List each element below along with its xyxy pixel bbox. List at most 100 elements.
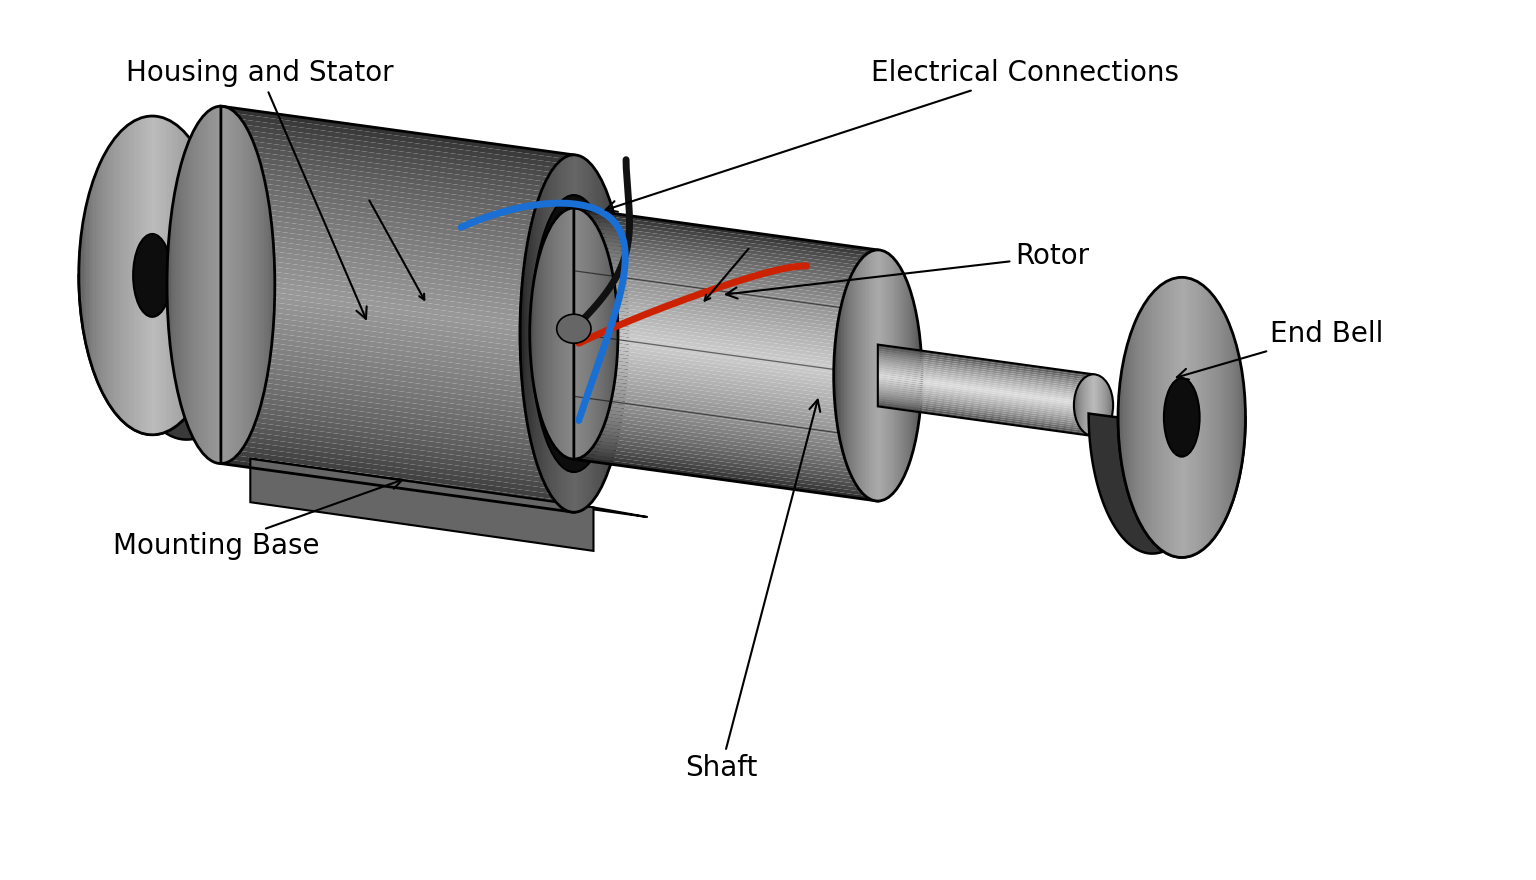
Polygon shape — [582, 158, 585, 510]
Polygon shape — [217, 106, 220, 464]
Polygon shape — [221, 444, 574, 497]
Polygon shape — [258, 160, 261, 409]
Polygon shape — [198, 122, 200, 447]
Polygon shape — [221, 193, 574, 246]
Polygon shape — [221, 142, 574, 195]
Polygon shape — [1147, 297, 1150, 538]
Polygon shape — [1218, 304, 1220, 532]
Polygon shape — [588, 162, 590, 505]
Polygon shape — [1143, 304, 1146, 532]
Polygon shape — [221, 280, 574, 334]
Polygon shape — [601, 180, 602, 487]
Polygon shape — [180, 128, 181, 422]
Polygon shape — [574, 334, 877, 379]
Polygon shape — [574, 413, 877, 458]
Polygon shape — [221, 295, 574, 348]
Polygon shape — [221, 260, 574, 313]
Polygon shape — [206, 112, 209, 458]
Polygon shape — [221, 413, 574, 466]
Ellipse shape — [556, 314, 591, 343]
Polygon shape — [221, 418, 574, 472]
Polygon shape — [206, 170, 209, 381]
Polygon shape — [252, 140, 253, 430]
Polygon shape — [221, 336, 574, 390]
Polygon shape — [877, 390, 1094, 422]
Polygon shape — [266, 191, 267, 379]
Polygon shape — [877, 396, 1094, 428]
Polygon shape — [574, 216, 877, 260]
Polygon shape — [567, 156, 568, 511]
Polygon shape — [877, 345, 1094, 377]
Polygon shape — [81, 225, 83, 326]
Polygon shape — [180, 166, 181, 403]
Polygon shape — [574, 258, 877, 304]
Polygon shape — [1209, 292, 1212, 542]
Polygon shape — [574, 262, 877, 307]
Polygon shape — [619, 239, 621, 428]
Polygon shape — [579, 156, 581, 511]
Polygon shape — [574, 208, 877, 253]
Polygon shape — [204, 114, 206, 456]
Polygon shape — [257, 154, 258, 415]
Polygon shape — [247, 132, 250, 438]
Polygon shape — [157, 116, 160, 434]
Polygon shape — [527, 239, 528, 428]
Polygon shape — [221, 116, 574, 170]
Polygon shape — [184, 133, 186, 418]
Polygon shape — [1161, 284, 1163, 550]
Polygon shape — [574, 344, 877, 390]
Polygon shape — [1186, 278, 1189, 557]
Polygon shape — [221, 234, 574, 288]
Polygon shape — [574, 449, 877, 494]
Polygon shape — [1235, 343, 1236, 491]
Polygon shape — [221, 111, 574, 165]
Polygon shape — [624, 278, 627, 389]
Polygon shape — [221, 244, 574, 297]
Polygon shape — [574, 330, 877, 376]
Polygon shape — [574, 341, 877, 386]
Polygon shape — [877, 359, 1094, 391]
Polygon shape — [223, 246, 226, 304]
Polygon shape — [574, 366, 877, 411]
Polygon shape — [120, 130, 123, 421]
Polygon shape — [170, 214, 172, 356]
Polygon shape — [1130, 330, 1134, 504]
Polygon shape — [221, 433, 574, 487]
Polygon shape — [574, 427, 877, 473]
Polygon shape — [190, 136, 192, 434]
Polygon shape — [221, 311, 574, 364]
Polygon shape — [118, 133, 120, 418]
Polygon shape — [221, 187, 574, 242]
Polygon shape — [1163, 283, 1164, 552]
Polygon shape — [1243, 392, 1246, 443]
Polygon shape — [574, 304, 877, 350]
Polygon shape — [574, 406, 877, 451]
Polygon shape — [174, 124, 177, 427]
Polygon shape — [1236, 352, 1240, 483]
Polygon shape — [607, 193, 608, 474]
Polygon shape — [221, 382, 574, 436]
Polygon shape — [877, 376, 1094, 407]
Polygon shape — [1233, 336, 1235, 498]
Polygon shape — [561, 159, 564, 508]
Polygon shape — [1157, 288, 1158, 546]
Polygon shape — [217, 201, 218, 350]
Polygon shape — [241, 120, 243, 450]
Polygon shape — [574, 430, 877, 476]
Polygon shape — [574, 423, 877, 469]
Polygon shape — [574, 319, 877, 364]
Polygon shape — [135, 120, 138, 431]
Polygon shape — [143, 117, 144, 434]
Polygon shape — [1134, 325, 1135, 510]
Polygon shape — [221, 305, 574, 359]
Polygon shape — [221, 367, 574, 421]
Polygon shape — [574, 337, 877, 383]
Polygon shape — [167, 253, 169, 318]
Polygon shape — [221, 224, 574, 277]
Polygon shape — [83, 212, 86, 339]
Polygon shape — [261, 166, 263, 403]
Polygon shape — [877, 384, 1094, 415]
Polygon shape — [194, 128, 195, 441]
Polygon shape — [877, 370, 1094, 401]
Polygon shape — [221, 458, 574, 512]
